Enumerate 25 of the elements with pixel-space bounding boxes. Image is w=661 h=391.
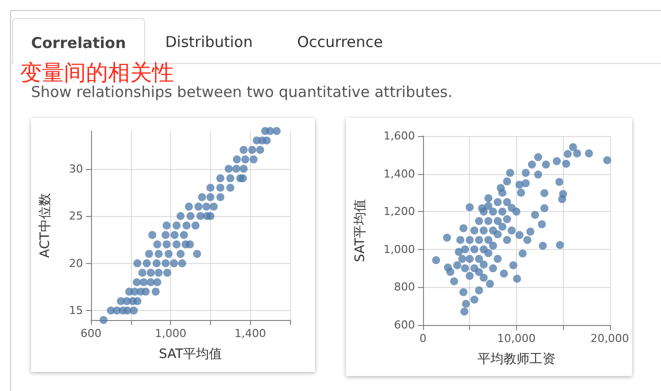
text: Occurrence [296,32,384,53]
y-tick-label: 30 [69,162,83,176]
y-tick-label: 1,600 [384,130,415,142]
x-tick-label: 600 [80,327,102,340]
y-tick-label: 1,200 [384,205,415,218]
y-tick-label: 1,400 [384,167,415,180]
text: Show relationships between two quantitative attributes. [31,83,453,101]
y-tick-label: 600 [394,318,415,332]
x-tick-label: 0 [420,332,426,345]
x-tick-label: 1,400 [234,327,266,340]
y-tick-label: 20 [69,256,83,270]
y-tick-label: 800 [394,280,415,294]
x-tick-label: 1,000 [154,327,186,340]
y-tick-label: 25 [69,210,83,223]
y-tick-label: 1,000 [384,242,415,256]
y-tick-label: 15 [69,304,83,318]
x-axis-title: 平均教师工资 [477,352,556,367]
text: 变量间的相关性 [20,60,174,86]
x-tick-label: 20,000 [590,332,630,345]
text: Correlation [31,34,126,52]
y-axis-title: ACT中位数 [38,193,53,258]
x-axis-title: SAT平均值 [158,347,222,362]
x-tick-label: 10,000 [497,332,536,345]
text: Distribution [165,33,253,51]
y-axis-title: SAT平均值 [353,198,368,262]
